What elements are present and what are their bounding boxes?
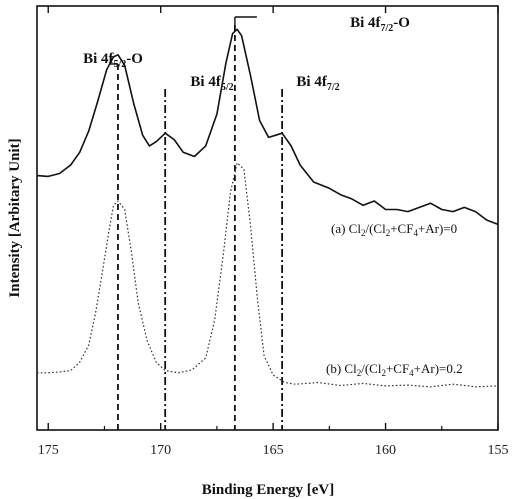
plot-frame (36, 5, 499, 431)
x-tick-label: 170 (150, 443, 171, 458)
x-tick-label: 165 (263, 443, 284, 458)
peak-label: Bi 4f5/2 (190, 74, 233, 93)
series-a-label: (a) Cl2/(Cl2+CF4+Ar)=0 (331, 221, 457, 238)
series-b-line (37, 162, 499, 388)
x-tick-label: 175 (38, 443, 59, 458)
series-a-line (36, 28, 499, 226)
x-axis-title: Binding Energy [eV] (202, 482, 335, 498)
x-tick-label: 160 (375, 443, 396, 458)
peak-label: Bi 4f5/2-O (83, 51, 143, 70)
peak-label: Bi 4f7/2-O (350, 15, 410, 34)
series-b-label: (b) Cl2/(Cl2+CF4+Ar)=0.2 (326, 361, 463, 378)
x-tick-label: 155 (488, 443, 509, 458)
peak-label: Bi 4f7/2 (296, 74, 339, 93)
y-axis-title: Intensity [Arbitary Unit] (7, 138, 23, 297)
